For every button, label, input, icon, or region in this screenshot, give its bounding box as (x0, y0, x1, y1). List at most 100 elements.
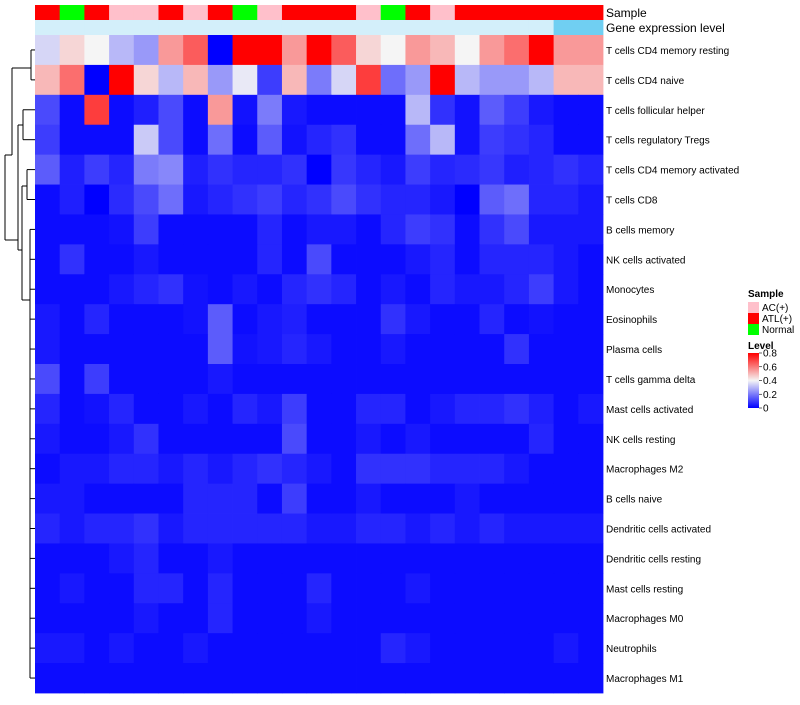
heatmap-cell (331, 573, 357, 604)
sample-annotation-cell (59, 5, 85, 20)
heatmap-cell (504, 94, 530, 126)
row-label: Dendritic cells activated (606, 525, 711, 536)
heatmap-cell (232, 64, 258, 96)
row-label: Mast cells activated (606, 405, 693, 416)
heatmap-cell (528, 483, 555, 514)
heatmap-cell (35, 35, 61, 66)
sample-annotation-cell (454, 5, 480, 20)
expression-annotation-cell (257, 20, 283, 35)
sample-annotation-cell (331, 5, 357, 20)
heatmap-cell (380, 124, 406, 156)
heatmap-cell (84, 483, 110, 514)
heatmap-cell (281, 633, 308, 664)
heatmap-cell (232, 304, 258, 335)
heatmap-cell (405, 94, 431, 126)
heatmap-cell (183, 423, 209, 455)
heatmap-cell (109, 483, 135, 514)
heatmap-cell (430, 393, 456, 425)
heatmap-cell (331, 423, 357, 455)
heatmap-cell (84, 393, 110, 425)
expression-annotation-cell (207, 20, 233, 35)
sample-annotation-cell (380, 5, 406, 20)
heatmap-cell (405, 573, 431, 604)
expression-annotation-cell (281, 20, 308, 35)
heatmap-cell (257, 543, 283, 574)
row-label: T cells CD8 (606, 196, 658, 207)
heatmap-cell (257, 633, 283, 664)
heatmap-cell (59, 304, 85, 335)
heatmap-cell (553, 124, 579, 156)
heatmap-cell (84, 244, 110, 275)
heatmap-cell (380, 483, 406, 514)
heatmap-cell (35, 663, 61, 694)
heatmap-cell (207, 124, 233, 156)
heatmap-cell (504, 453, 530, 485)
heatmap-cell (207, 483, 233, 514)
heatmap-cell (405, 184, 431, 215)
heatmap-cell (578, 483, 604, 514)
heatmap-cell (281, 244, 308, 275)
expression-annotation-cell (380, 20, 406, 35)
heatmap-cell (35, 483, 61, 514)
heatmap-cell (405, 663, 431, 694)
heatmap-cell (35, 393, 61, 425)
heatmap-cell (59, 483, 85, 514)
heatmap-cell (109, 64, 135, 96)
heatmap-cell (158, 364, 184, 395)
heatmap-cell (306, 35, 332, 66)
heatmap-cell (35, 453, 61, 485)
heatmap-cell (430, 334, 456, 365)
heatmap-cell (553, 274, 579, 305)
expression-annotation-cell (430, 20, 456, 35)
expression-annotation-cell (528, 20, 555, 35)
heatmap-cell (207, 513, 233, 544)
heatmap-cell (528, 244, 555, 275)
heatmap-cell (281, 423, 308, 455)
heatmap-cell (528, 663, 555, 694)
heatmap-cell (133, 244, 159, 275)
heatmap-cell (84, 274, 110, 305)
heatmap-cell (504, 633, 530, 664)
heatmap-cell (281, 573, 308, 604)
heatmap-cell (356, 513, 382, 544)
heatmap-cell (454, 334, 480, 365)
heatmap-cell (232, 513, 258, 544)
heatmap-cell (281, 35, 308, 66)
heatmap-cell (430, 423, 456, 455)
heatmap-cell (59, 154, 85, 185)
heatmap-cell (183, 483, 209, 514)
heatmap-cell (528, 214, 555, 245)
heatmap-cell (183, 543, 209, 574)
heatmap-cell (207, 364, 233, 395)
heatmap-cell (232, 483, 258, 514)
heatmap-cell (281, 663, 308, 694)
heatmap-cell (380, 633, 406, 664)
heatmap-cell (84, 364, 110, 395)
heatmap-cell (405, 633, 431, 664)
heatmap-cell (84, 543, 110, 574)
heatmap-cell (405, 393, 431, 425)
heatmap-cell (331, 633, 357, 664)
heatmap-cell (356, 334, 382, 365)
heatmap-cell (479, 603, 505, 634)
heatmap-cell (578, 364, 604, 395)
expression-annotation-cell (183, 20, 209, 35)
heatmap-cell (133, 274, 159, 305)
heatmap-cell (405, 603, 431, 634)
heatmap-cell (331, 393, 357, 425)
heatmap-cell (578, 663, 604, 694)
heatmap-cell (35, 334, 61, 365)
heatmap-cell (84, 154, 110, 185)
legend-label: ATL(+) (762, 314, 792, 325)
heatmap-cell (504, 483, 530, 514)
heatmap-cell (504, 513, 530, 544)
heatmap-cell (84, 633, 110, 664)
heatmap-cell (59, 543, 85, 574)
heatmap-cell (59, 274, 85, 305)
heatmap-cell (405, 304, 431, 335)
sample-annotation-cell (306, 5, 332, 20)
heatmap-cell (281, 64, 308, 96)
heatmap-cell (257, 393, 283, 425)
row-label: T cells gamma delta (606, 375, 696, 386)
heatmap-cell (454, 214, 480, 245)
